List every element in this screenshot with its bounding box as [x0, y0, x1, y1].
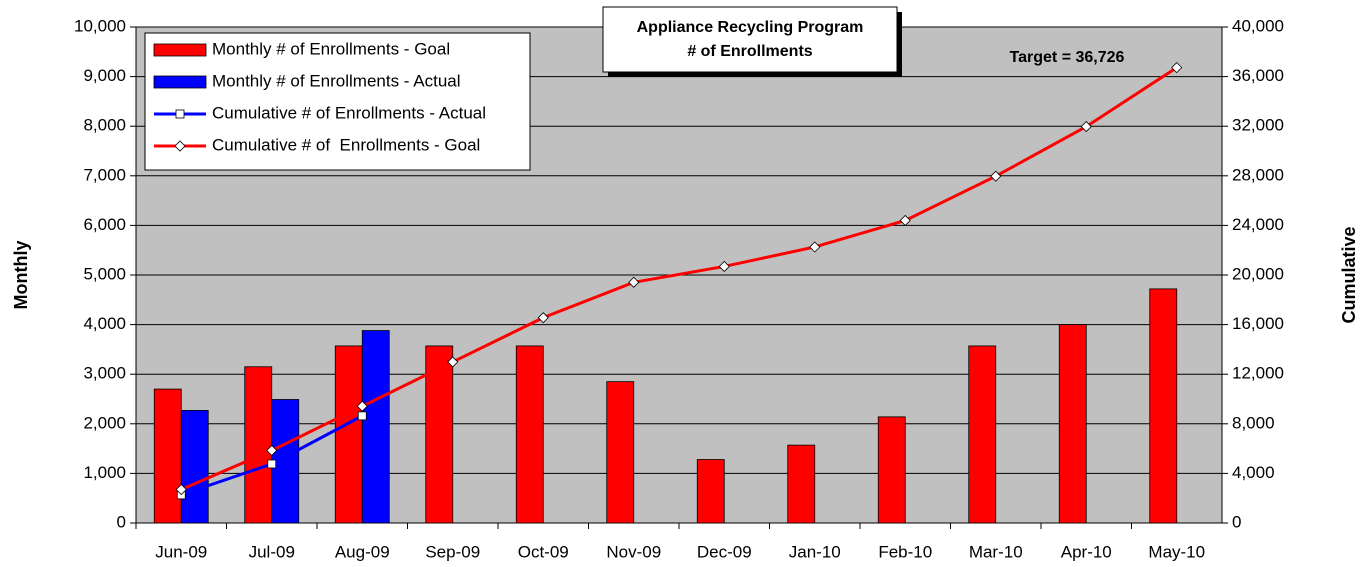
y2-tick-label: 20,000	[1232, 264, 1284, 283]
bar	[968, 345, 997, 524]
y-tick-label: 6,000	[83, 215, 126, 234]
x-tick-label: Sep-09	[425, 542, 480, 561]
y2-tick-label: 40,000	[1232, 16, 1284, 35]
y-tick-label: 9,000	[83, 66, 126, 85]
y2-tick-label: 12,000	[1232, 364, 1284, 383]
x-tick-label: Dec-09	[697, 542, 752, 561]
chart-subtitle: # of Enrollments	[687, 43, 812, 60]
bar	[425, 345, 454, 524]
bar	[606, 381, 635, 524]
point	[447, 356, 459, 368]
bar	[1058, 324, 1087, 524]
legend-box	[144, 32, 531, 171]
y2-tick-label: 24,000	[1232, 215, 1284, 234]
legend-marker	[174, 140, 186, 152]
point	[267, 459, 277, 469]
x-tick-label: Oct-09	[518, 542, 569, 561]
point	[1080, 121, 1092, 133]
y2-tick-label: 4,000	[1232, 463, 1275, 482]
x-tick-label: Jul-09	[249, 542, 295, 561]
y2-axis-label: Cumulative	[1339, 226, 1359, 323]
chart-title: Appliance Recycling Program	[637, 19, 864, 36]
x-tick-label: Mar-10	[969, 542, 1023, 561]
bar	[244, 366, 273, 524]
y-tick-label: 2,000	[83, 413, 126, 432]
y-tick-label: 8,000	[83, 116, 126, 135]
y-tick-label: 3,000	[83, 364, 126, 383]
y2-tick-label: 16,000	[1232, 314, 1284, 333]
y-tick-label: 1,000	[83, 463, 126, 482]
point	[809, 241, 821, 253]
y-tick-label: 7,000	[83, 165, 126, 184]
legend-label: Cumulative # of Enrollments - Goal	[212, 135, 480, 154]
line	[180, 66, 1178, 491]
point	[899, 214, 911, 227]
point	[357, 411, 367, 421]
y2-tick-label: 8,000	[1232, 413, 1275, 432]
bar	[696, 459, 725, 524]
point	[990, 170, 1002, 182]
x-tick-label: Jun-09	[155, 542, 207, 561]
legend-label: Monthly # of Enrollments - Goal	[212, 39, 450, 58]
legend-swatch	[153, 75, 207, 89]
bar	[180, 410, 209, 524]
y2-tick-label: 28,000	[1232, 165, 1284, 184]
point	[1171, 62, 1183, 74]
legend: Monthly # of Enrollments - Goal Monthly #…	[144, 32, 531, 171]
y2-tick-label: 32,000	[1232, 116, 1284, 135]
y-axis-label: Monthly	[11, 241, 31, 310]
y-tick-label: 0	[117, 512, 126, 531]
x-tick-label: Feb-10	[878, 542, 932, 561]
y-tick-label: 10,000	[74, 16, 126, 35]
point	[628, 276, 640, 288]
bar	[153, 388, 182, 524]
legend-swatch	[153, 43, 207, 57]
point	[718, 260, 730, 273]
point	[356, 400, 368, 412]
legend-marker	[175, 109, 185, 119]
bar	[334, 345, 363, 524]
legend-label: Cumulative # of Enrollments - Actual	[212, 103, 486, 122]
x-tick-label: Aug-09	[335, 542, 390, 561]
title-box	[602, 6, 898, 73]
bar	[877, 416, 906, 524]
annotation: Target = 36,726	[1010, 49, 1125, 66]
x-tick-label: Apr-10	[1061, 542, 1112, 561]
bar	[361, 330, 390, 524]
y-tick-label: 4,000	[83, 314, 126, 333]
y2-tick-label: 36,000	[1232, 66, 1284, 85]
bar	[787, 444, 816, 524]
x-tick-label: Nov-09	[606, 542, 661, 561]
x-tick-label: Jan-10	[789, 542, 841, 561]
x-tick-label: May-10	[1148, 542, 1205, 561]
y-tick-label: 5,000	[83, 264, 126, 283]
point	[537, 312, 549, 324]
bar	[515, 345, 544, 524]
legend-label: Monthly # of Enrollments - Actual	[212, 71, 461, 90]
y2-tick-label: 0	[1232, 512, 1241, 531]
point	[266, 444, 278, 457]
bar	[1149, 288, 1178, 524]
point	[175, 483, 187, 496]
